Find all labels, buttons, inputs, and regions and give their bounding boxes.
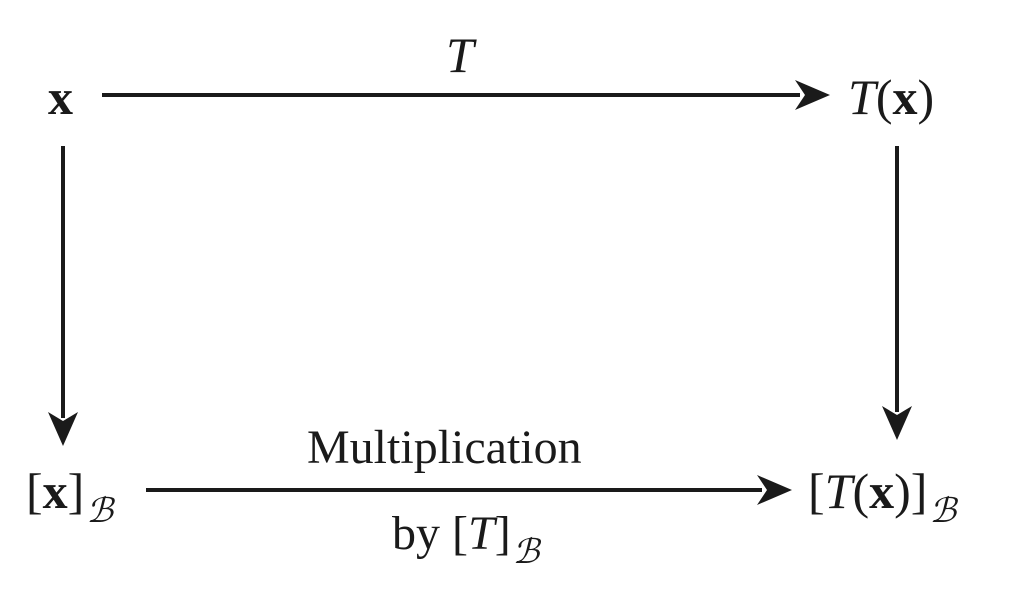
node-x: x: [48, 72, 73, 122]
edge-top-label: T: [446, 27, 474, 83]
node-x-coord: [x]ℬ: [26, 463, 113, 528]
node-x-coord-close: ]: [67, 463, 85, 519]
edge-bottom-prefix: by [: [392, 507, 468, 560]
node-tx-coord-paren-open: (: [852, 463, 870, 519]
node-tx-open: (: [875, 69, 893, 125]
edge-bottom-label-line1: Multiplication: [307, 421, 582, 474]
edge-bottom-label-line2: by [T]ℬ: [392, 507, 539, 570]
node-x-vector: x: [48, 69, 73, 125]
edge-bottom-basis: ℬ: [512, 532, 540, 572]
node-tx: T(x): [848, 72, 934, 122]
node-tx-vector: x: [892, 69, 918, 125]
node-tx-coord-vector: x: [869, 463, 895, 519]
node-tx-coord-close: ]: [910, 463, 928, 519]
node-x-coord-vector: x: [42, 463, 68, 519]
node-tx-close: ): [917, 69, 935, 125]
node-tx-coord-basis: ℬ: [929, 491, 957, 531]
node-tx-coord-paren-close: ): [894, 463, 911, 519]
node-tx-coord-fn: T: [824, 463, 853, 519]
node-tx-fn: T: [848, 69, 876, 125]
arrow-right-head: [882, 406, 912, 440]
arrow-top-head: [795, 80, 830, 110]
node-tx-coord-open: [: [808, 463, 825, 519]
arrow-bottom-head: [757, 475, 792, 505]
edge-bottom-close: ]: [494, 507, 511, 560]
node-tx-coord: [T(x)]ℬ: [808, 463, 956, 528]
node-x-coord-open: [: [26, 463, 43, 519]
arrow-left-head: [48, 412, 78, 446]
node-x-coord-basis: ℬ: [86, 491, 114, 531]
edge-bottom-fn: T: [467, 507, 495, 560]
